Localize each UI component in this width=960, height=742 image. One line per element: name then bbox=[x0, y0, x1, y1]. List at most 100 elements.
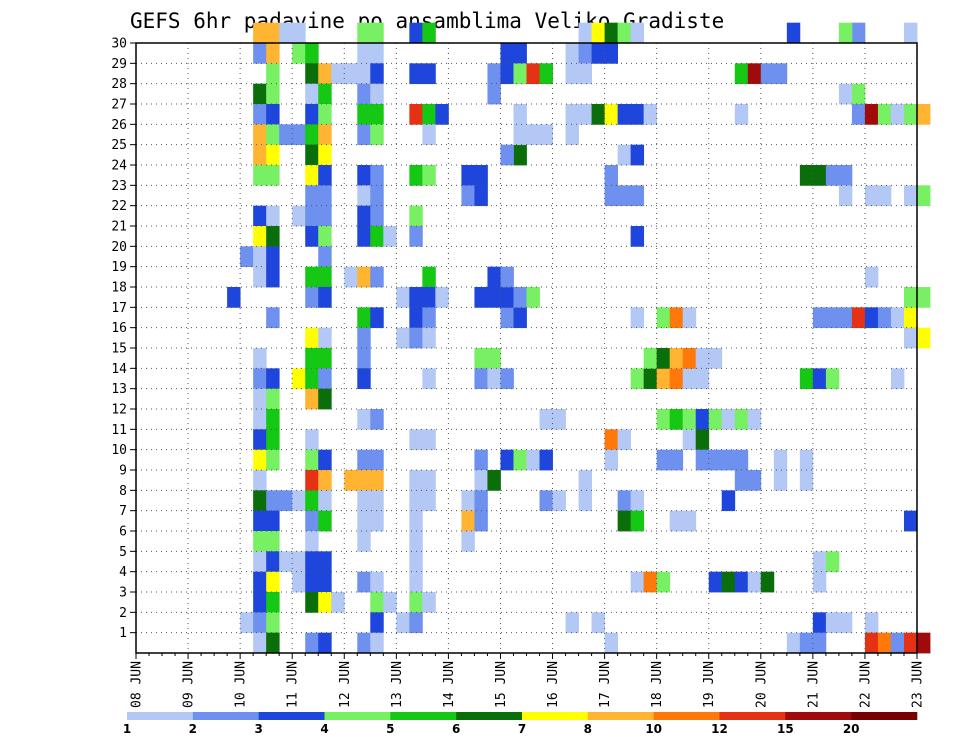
heatmap-cell bbox=[617, 510, 632, 532]
heatmap-cell bbox=[305, 205, 319, 227]
heatmap-cell bbox=[409, 104, 423, 125]
heatmap-cell bbox=[253, 592, 267, 613]
heatmap-cell bbox=[370, 612, 384, 634]
heatmap-cell bbox=[526, 63, 540, 85]
heatmap-cell bbox=[266, 246, 280, 268]
heatmap-cell bbox=[591, 612, 605, 634]
heatmap-cell bbox=[825, 551, 840, 573]
heatmap-cell bbox=[357, 63, 371, 85]
heatmap-cell bbox=[786, 22, 801, 44]
heatmap-cell bbox=[305, 287, 319, 308]
heatmap-cell bbox=[747, 63, 762, 85]
x-tick-label: 12 JUN bbox=[338, 661, 353, 708]
heatmap-cell bbox=[812, 632, 827, 654]
heatmap-cell bbox=[409, 510, 423, 532]
heatmap-cell bbox=[565, 124, 579, 146]
colorbar: 1 2 3 4 5 6 7 8 10 12 15 20 bbox=[123, 712, 918, 736]
heatmap-cell bbox=[305, 449, 319, 471]
heatmap-cell bbox=[903, 287, 918, 308]
heatmap-cell bbox=[656, 409, 671, 430]
heatmap-cell bbox=[266, 449, 280, 471]
heatmap-cell bbox=[851, 307, 866, 329]
heatmap-cell bbox=[305, 327, 319, 349]
heatmap-cell bbox=[305, 551, 319, 573]
heatmap-cell bbox=[513, 449, 527, 471]
heatmap-cell bbox=[318, 368, 332, 390]
heatmap-cell bbox=[630, 185, 645, 207]
heatmap-cell bbox=[630, 144, 645, 166]
heatmap-cell bbox=[370, 226, 384, 247]
heatmap-cell bbox=[773, 449, 788, 471]
heatmap-cell bbox=[422, 429, 436, 451]
heatmap-cell bbox=[266, 266, 280, 288]
heatmap-cell bbox=[357, 104, 371, 125]
x-tick-label: 23 JUN bbox=[911, 661, 926, 708]
heatmap-cell bbox=[617, 429, 632, 451]
heatmap-cell bbox=[500, 63, 514, 85]
heatmap-cell bbox=[370, 22, 384, 44]
heatmap-cell bbox=[253, 205, 267, 227]
colorbar-label: 5 bbox=[386, 722, 394, 736]
x-tick-label: 11 JUN bbox=[286, 661, 301, 708]
heatmap-cell bbox=[513, 43, 527, 64]
heatmap-cell bbox=[396, 612, 410, 634]
heatmap-cell bbox=[357, 205, 371, 227]
y-tick-label: 24 bbox=[111, 159, 127, 174]
heatmap-cell bbox=[864, 612, 879, 634]
heatmap-cell bbox=[266, 22, 280, 44]
heatmap-cell bbox=[305, 632, 319, 654]
heatmap-cell bbox=[409, 571, 423, 593]
x-tick-label: 19 JUN bbox=[702, 661, 717, 708]
heatmap-cell bbox=[578, 470, 592, 491]
heatmap-cell bbox=[877, 632, 892, 654]
heatmap-cell bbox=[357, 266, 371, 288]
y-tick-label: 5 bbox=[119, 545, 127, 560]
colorbar-segment bbox=[653, 712, 720, 720]
heatmap-cell bbox=[578, 490, 592, 512]
heatmap-cell bbox=[305, 104, 319, 125]
heatmap-cell bbox=[318, 124, 332, 146]
heatmap-cell bbox=[409, 327, 423, 349]
heatmap-cell bbox=[838, 165, 853, 186]
heatmap-cell bbox=[253, 22, 267, 44]
heatmap-cell bbox=[851, 104, 866, 125]
heatmap-cell bbox=[266, 571, 280, 593]
heatmap-cell bbox=[461, 165, 475, 186]
heatmap-cell bbox=[903, 307, 918, 329]
heatmap-cell bbox=[422, 124, 436, 146]
heatmap-cell bbox=[500, 368, 514, 390]
heatmap-cell bbox=[253, 348, 267, 369]
heatmap-cell bbox=[604, 449, 619, 471]
x-tick-label: 21 JUN bbox=[806, 661, 821, 708]
heatmap-cell bbox=[461, 490, 475, 512]
heatmap-cell bbox=[266, 388, 280, 410]
heatmap-cell bbox=[500, 307, 514, 329]
heatmap-cell bbox=[682, 368, 697, 390]
heatmap-cell bbox=[643, 348, 658, 369]
heatmap-cell bbox=[266, 83, 280, 105]
heatmap-cell bbox=[734, 409, 749, 430]
heatmap-cell bbox=[357, 490, 371, 512]
heatmap-cell bbox=[643, 368, 658, 390]
heatmap-cell bbox=[305, 226, 319, 247]
heatmap-cell bbox=[266, 43, 280, 64]
heatmap-cell bbox=[773, 63, 788, 85]
heatmap-cell bbox=[682, 348, 697, 369]
heatmap-cell bbox=[266, 510, 280, 532]
heatmap-cell bbox=[422, 165, 436, 186]
heatmap-cell bbox=[669, 510, 684, 532]
heatmap-cell bbox=[734, 104, 749, 125]
x-tick-label: 18 JUN bbox=[650, 661, 665, 708]
heatmap-cell bbox=[825, 368, 840, 390]
heatmap-cell bbox=[552, 490, 566, 512]
heatmap-cell bbox=[591, 104, 605, 125]
heatmap-cell bbox=[409, 490, 423, 512]
heatmap-cell bbox=[305, 592, 319, 613]
heatmap-cell bbox=[357, 409, 371, 430]
heatmap-cell bbox=[669, 449, 684, 471]
heatmap-cell bbox=[474, 348, 488, 369]
heatmap-cell bbox=[357, 226, 371, 247]
y-tick-label: 18 bbox=[111, 281, 127, 296]
heatmap-cell bbox=[266, 368, 280, 390]
heatmap-cell bbox=[604, 43, 619, 64]
